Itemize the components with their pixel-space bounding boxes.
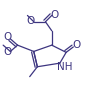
Text: O: O [51, 10, 59, 20]
Text: NH: NH [57, 62, 73, 72]
Text: O: O [26, 16, 35, 26]
Text: O: O [4, 32, 12, 42]
Text: O: O [72, 40, 80, 50]
Text: O: O [3, 47, 11, 57]
